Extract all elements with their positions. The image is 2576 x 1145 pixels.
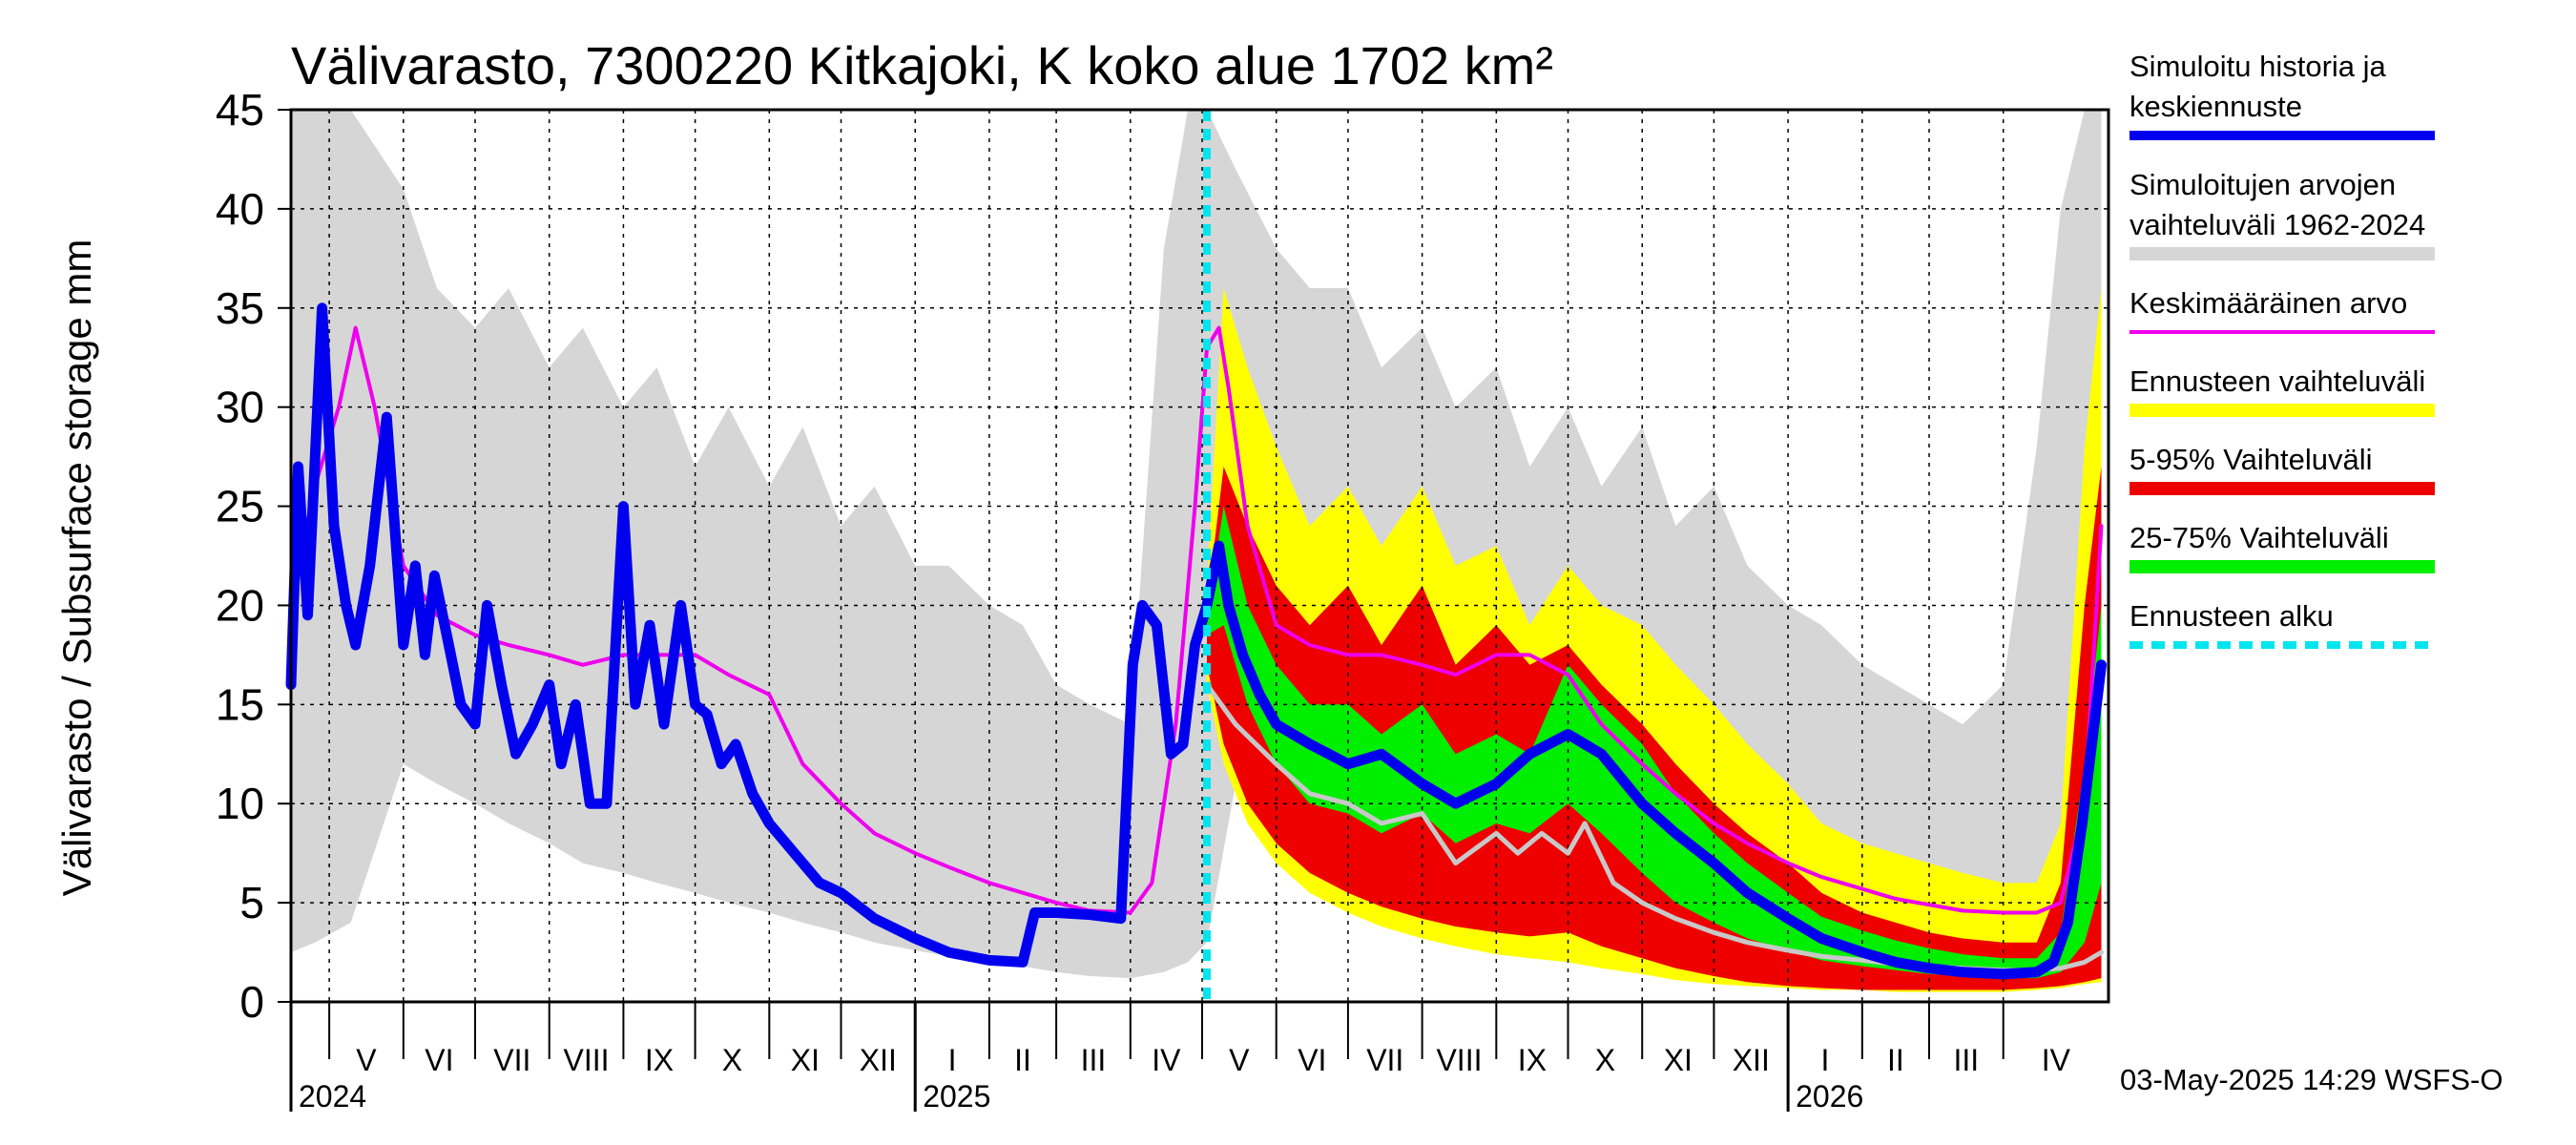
y-tick-label: 20 [216, 580, 264, 630]
legend-label: Ennusteen alku [2129, 599, 2334, 633]
y-axis-label: Välivarasto / Subsurface storage mm [54, 239, 99, 897]
legend-label: keskiennuste [2129, 90, 2302, 123]
y-tick-label: 15 [216, 679, 264, 729]
year-label: 2024 [299, 1079, 366, 1114]
legend: Simuloitu historia ja keskiennuste Simuloi… [2129, 50, 2435, 649]
legend-label: Keskimääräinen arvo [2129, 286, 2407, 320]
x-tick-label: I [1821, 1043, 1830, 1077]
year-label: 2026 [1796, 1079, 1863, 1114]
y-tick-label: 25 [216, 482, 264, 531]
year-label: 2025 [923, 1079, 990, 1114]
x-tick-label: VIII [564, 1043, 610, 1077]
y-tick-label: 45 [216, 85, 264, 135]
line-layer [285, 110, 2107, 1002]
x-tick-label: VI [1298, 1043, 1326, 1077]
x-tick-label: IV [1152, 1043, 1181, 1077]
legend-label: vaihteluväli 1962-2024 [2129, 208, 2425, 241]
y-tick-label: 5 [239, 878, 264, 927]
x-tick-label: IX [645, 1043, 674, 1077]
x-tick-label: VIII [1436, 1043, 1482, 1077]
y-tick-label: 30 [216, 383, 264, 432]
plot-frame [289, 108, 2110, 1004]
legend-label: Simuloitu historia ja [2129, 50, 2387, 83]
x-tick-label: X [1595, 1043, 1615, 1077]
x-tick-label: I [948, 1043, 957, 1077]
x-tick-label: X [722, 1043, 742, 1077]
x-tick-label: VII [1366, 1043, 1403, 1077]
x-tick-label: VII [493, 1043, 530, 1077]
x-tick-label: III [1954, 1043, 1980, 1077]
x-tick-label: IX [1518, 1043, 1547, 1077]
footer-timestamp: 03-May-2025 14:29 WSFS-O [2120, 1063, 2503, 1096]
y-tick-label: 35 [216, 283, 264, 333]
series-line-mean [289, 325, 2104, 915]
y-tick-label: 10 [216, 779, 264, 828]
x-tick-label: V [356, 1043, 377, 1077]
x-tick-label: XI [1664, 1043, 1693, 1077]
band-p5_95 [1207, 467, 2102, 990]
series-line-history [285, 302, 2107, 980]
x-tick-label: XII [1733, 1043, 1770, 1077]
x-tick-label: VI [425, 1043, 453, 1077]
legend-label: 25-75% Vaihteluväli [2129, 521, 2389, 554]
legend-label: Simuloitujen arvojen [2129, 168, 2396, 201]
legend-label: 5-95% Vaihteluväli [2129, 443, 2372, 476]
legend-label: Ennusteen vaihteluväli [2129, 364, 2425, 398]
x-tick-label: XI [791, 1043, 820, 1077]
x-tick-label: IV [2042, 1043, 2071, 1077]
y-tick-label: 0 [239, 977, 264, 1027]
y-tick-label: 40 [216, 184, 264, 234]
x-tick-label: II [1887, 1043, 1904, 1077]
x-tick-label: XII [860, 1043, 897, 1077]
chart-title: Välivarasto, 7300220 Kitkajoki, K koko a… [291, 35, 1553, 95]
x-tick-label: II [1014, 1043, 1031, 1077]
x-tick-label: V [1229, 1043, 1250, 1077]
x-tick-label: III [1081, 1043, 1107, 1077]
band-p25_75 [1207, 506, 2102, 979]
